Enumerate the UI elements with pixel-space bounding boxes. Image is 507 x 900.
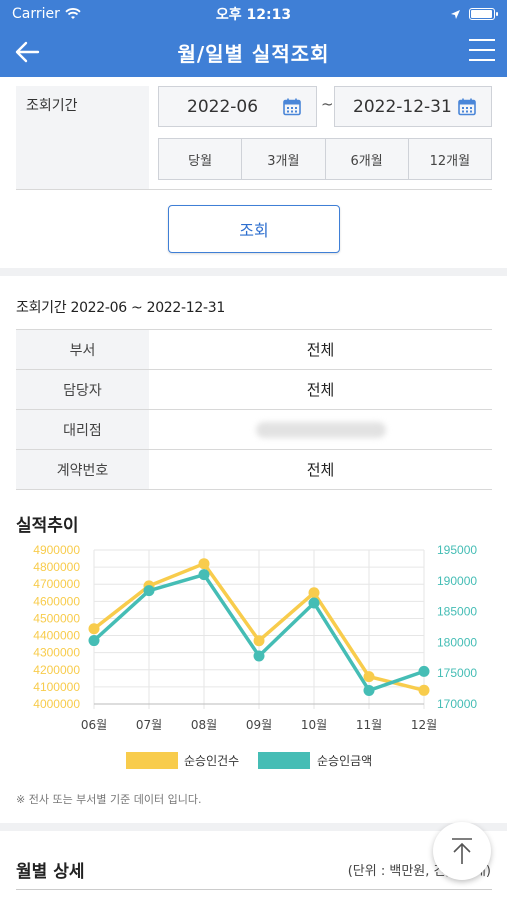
filter-panel: 조회기간 2022-06 ~ 2022-12-31 당월 3개월 6개월 12개…: [16, 86, 492, 190]
data-point: [308, 597, 320, 609]
summary-table: 부서 전체 담당자 전체 대리점 계약번호 전체: [16, 329, 492, 490]
period-6-months-button[interactable]: 6개월: [325, 138, 409, 180]
y-right-tick-label: 170000: [437, 697, 477, 711]
status-bar: Carrier 오후 12:13: [0, 0, 507, 28]
table-row: 부서 전체: [16, 330, 492, 370]
end-date-field[interactable]: 2022-12-31: [334, 86, 492, 127]
row-value-contract: 전체: [306, 461, 335, 479]
carrier-group: Carrier: [12, 6, 81, 22]
carrier-label: Carrier: [12, 6, 60, 22]
x-tick-label: 06월: [81, 718, 107, 732]
y-left-tick-label: 4500000: [33, 611, 80, 625]
data-point: [418, 684, 430, 696]
end-date-value: 2022-12-31: [353, 96, 452, 117]
legend-swatch: [126, 752, 178, 769]
data-point: [198, 558, 210, 570]
period-buttons: 당월 3개월 6개월 12개월: [158, 138, 492, 180]
top-bar: Carrier 오후 12:13 월/일별 실적조회: [0, 0, 507, 77]
summary-title: 조회기간 2022-06 ~ 2022-12-31: [16, 300, 225, 316]
y-left-tick-label: 4000000: [33, 697, 80, 711]
battery-level: [471, 10, 492, 18]
x-tick-label: 08월: [191, 718, 217, 732]
y-left-tick-label: 4200000: [33, 663, 80, 677]
legend-label: 순승인건수: [184, 754, 239, 768]
scroll-top-button[interactable]: [433, 822, 491, 880]
data-point: [143, 585, 155, 597]
data-point: [418, 665, 430, 677]
chart-note: ※ 전사 또는 부서별 기준 데이터 입니다.: [16, 793, 202, 806]
y-left-tick-label: 4900000: [33, 543, 80, 557]
x-tick-label: 07월: [136, 718, 162, 732]
date-separator: ~: [321, 95, 334, 113]
calendar-icon[interactable]: [457, 97, 477, 117]
y-left-tick-label: 4600000: [33, 594, 80, 608]
row-label-contract: 계약번호: [16, 450, 149, 489]
calendar-icon[interactable]: [282, 97, 302, 117]
data-point: [308, 587, 320, 599]
period-12-months-button[interactable]: 12개월: [408, 138, 492, 180]
monthly-title: 월별 상세: [16, 862, 85, 882]
legend-label: 순승인금액: [317, 754, 372, 768]
period-current-month-button[interactable]: 당월: [158, 138, 243, 180]
y-right-tick-label: 175000: [437, 666, 477, 680]
row-label-manager: 담당자: [16, 370, 149, 409]
filter-label: 조회기간: [16, 86, 149, 189]
arrow-up-icon: [452, 838, 472, 864]
page-title: 월/일별 실적조회: [177, 42, 330, 66]
y-right-tick-label: 180000: [437, 635, 477, 649]
data-point: [88, 623, 100, 635]
nav-bar: 월/일별 실적조회: [0, 28, 507, 77]
back-arrow-icon[interactable]: [12, 37, 42, 67]
y-right-tick-label: 195000: [437, 543, 477, 557]
start-date-field[interactable]: 2022-06: [158, 86, 317, 127]
chart-title: 실적추이: [16, 516, 79, 536]
start-date-value: 2022-06: [187, 96, 259, 117]
row-label-agency: 대리점: [16, 410, 149, 449]
wifi-icon: [65, 8, 81, 19]
section-divider: [0, 823, 507, 831]
data-point: [363, 671, 375, 683]
table-row: 대리점: [16, 410, 492, 450]
status-right: [450, 8, 498, 20]
y-right-tick-label: 185000: [437, 605, 477, 619]
performance-chart: 4000000 4100000 4200000 4300000 4400000 45000…: [33, 543, 477, 769]
x-tick-label: 12월: [411, 718, 437, 732]
data-point: [253, 650, 265, 662]
search-button[interactable]: 조회: [168, 205, 340, 253]
data-point: [88, 635, 100, 647]
x-tick-label: 10월: [301, 718, 327, 732]
battery-icon: [469, 8, 498, 20]
x-tick-label: 11월: [356, 718, 382, 732]
row-value-manager: 전체: [306, 381, 335, 399]
data-point: [253, 635, 265, 647]
y-right-tick-label: 190000: [437, 574, 477, 588]
y-left-tick-label: 4800000: [33, 560, 80, 574]
location-arrow-icon: [451, 9, 460, 19]
divider: [16, 889, 492, 890]
data-point: [198, 569, 210, 581]
table-row: 담당자 전체: [16, 370, 492, 410]
row-label-department: 부서: [16, 330, 149, 369]
table-row: 계약번호 전체: [16, 450, 492, 490]
clock: 오후 12:13: [215, 7, 292, 23]
section-divider: [0, 268, 507, 276]
y-left-tick-label: 4300000: [33, 646, 80, 660]
period-3-months-button[interactable]: 3개월: [242, 138, 326, 180]
y-left-tick-label: 4100000: [33, 680, 80, 694]
x-tick-label: 09월: [246, 718, 272, 732]
y-left-tick-label: 4700000: [33, 577, 80, 591]
data-point: [363, 684, 375, 696]
redacted-value: [255, 421, 386, 438]
hamburger-menu-icon[interactable]: [469, 39, 495, 63]
row-value-agency: [149, 410, 492, 449]
row-value-department: 전체: [306, 341, 335, 359]
legend-swatch: [258, 752, 310, 769]
y-left-tick-label: 4400000: [33, 629, 80, 643]
